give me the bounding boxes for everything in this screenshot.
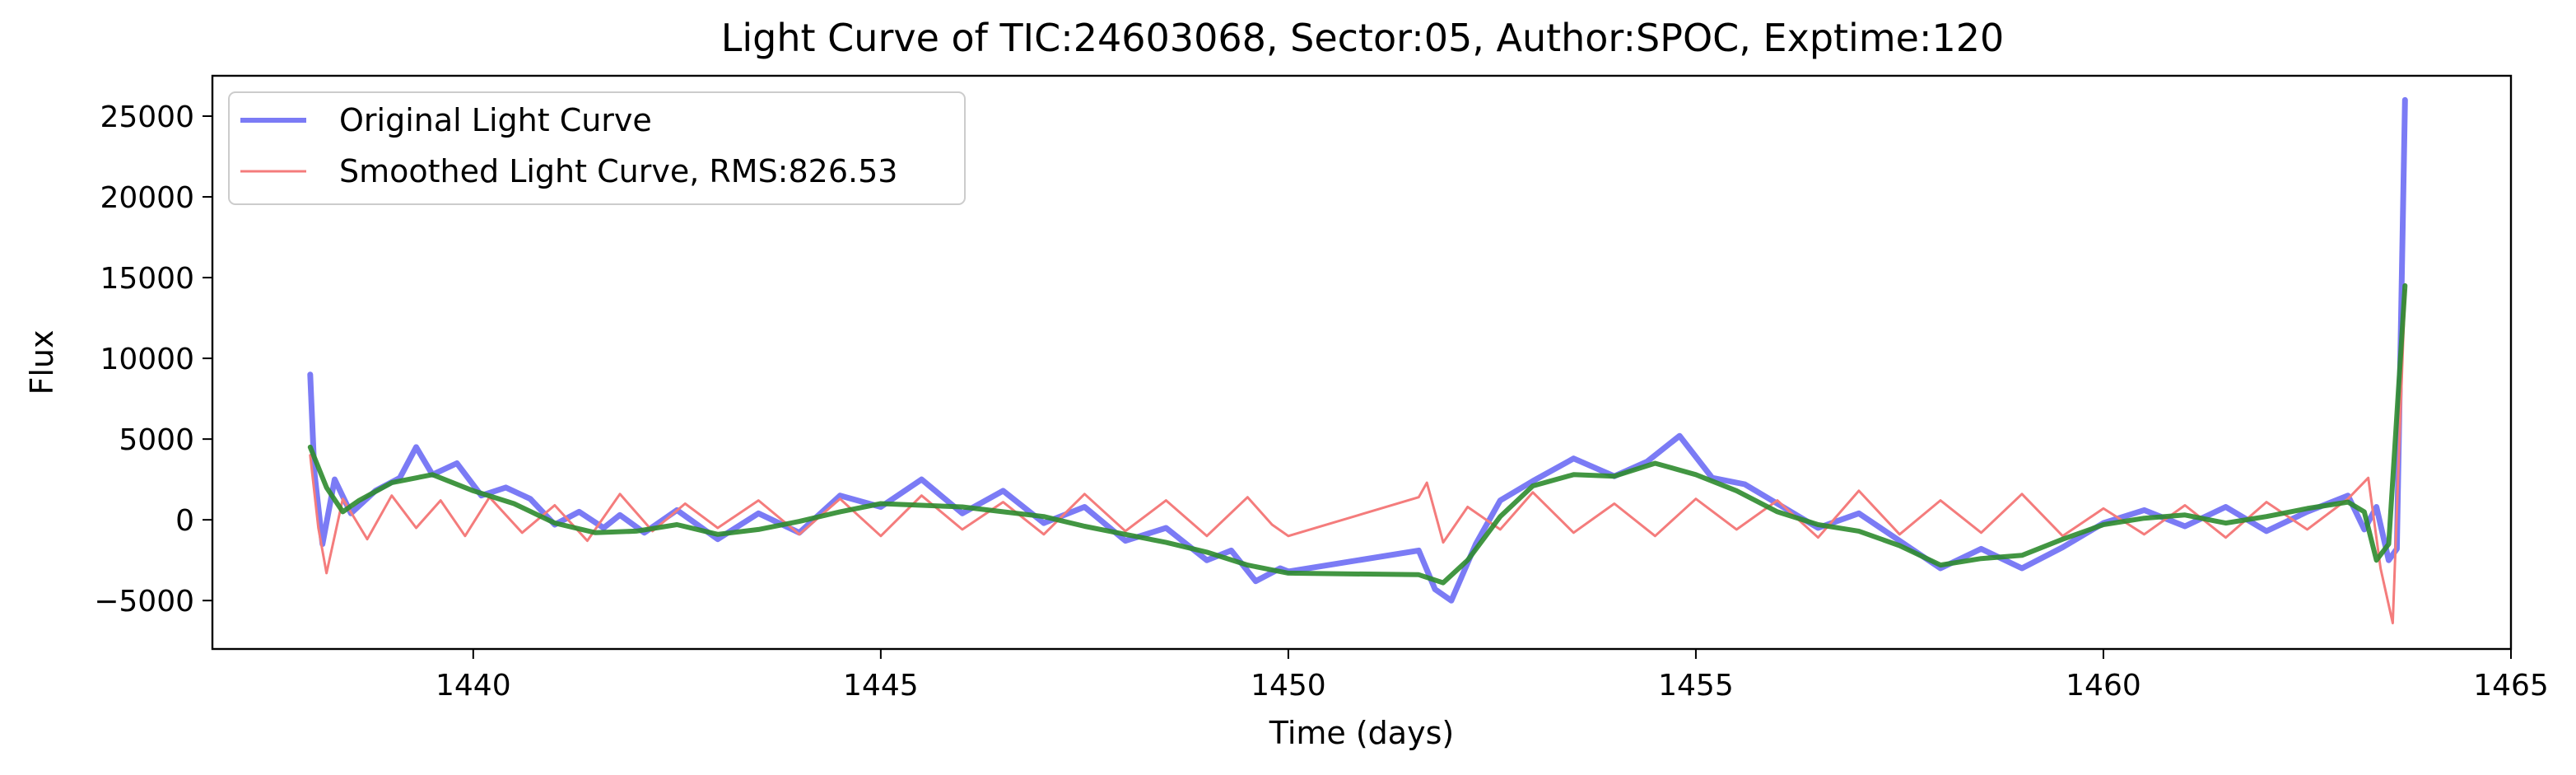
- y-tick-label: 0: [175, 504, 194, 538]
- x-tick-label: 1465: [2473, 669, 2549, 703]
- series-trend: [307, 282, 2408, 586]
- y-axis-label: Flux: [24, 330, 60, 395]
- x-tick-label: 1460: [2066, 669, 2141, 703]
- y-tick-label: 25000: [100, 100, 194, 134]
- series-layer: [307, 96, 2408, 625]
- plot-frame: [211, 74, 2513, 651]
- legend-label-original: Original Light Curve: [339, 102, 652, 138]
- legend: Original Light Curve Smoothed Light Curv…: [228, 91, 966, 205]
- x-tick-label: 1450: [1251, 669, 1326, 703]
- x-tick-label: 1445: [843, 669, 919, 703]
- y-tick-label: 15000: [100, 262, 194, 296]
- y-axis: −5000 0 5000 10000 15000 20000 25000: [94, 100, 212, 619]
- legend-label-smoothed: Smoothed Light Curve, RMS:826.53: [339, 153, 897, 189]
- x-axis: 1440 1445 1450 1455 1460 1465: [436, 649, 2549, 703]
- y-tick-label: 10000: [100, 343, 194, 376]
- x-axis-label: Time (days): [1269, 715, 1454, 751]
- y-tick-label: 20000: [100, 181, 194, 215]
- legend-box: [228, 91, 966, 205]
- chart-title: Light Curve of TIC:24603068, Sector:05, …: [721, 16, 2005, 60]
- x-tick-label: 1455: [1658, 669, 1734, 703]
- x-tick-label: 1440: [436, 669, 511, 703]
- y-tick-label: 5000: [119, 423, 194, 457]
- series-smoothed: [309, 289, 2406, 625]
- y-tick-label: −5000: [94, 585, 194, 619]
